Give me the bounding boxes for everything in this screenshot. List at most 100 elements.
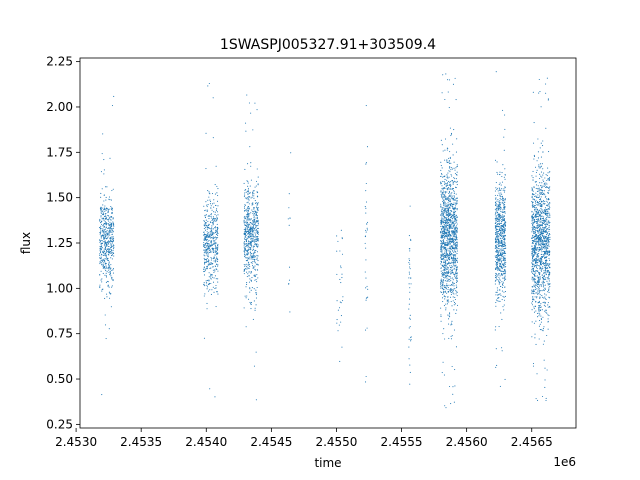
- data-point: [212, 281, 215, 283]
- data-point: [108, 227, 110, 229]
- data-point: [537, 292, 539, 295]
- data-point: [542, 281, 545, 283]
- data-point: [440, 225, 442, 227]
- data-point: [540, 237, 542, 240]
- data-point: [544, 284, 546, 286]
- data-point: [105, 276, 107, 278]
- data-point: [501, 318, 503, 320]
- data-point: [245, 245, 247, 247]
- data-point: [499, 194, 501, 196]
- data-point: [543, 182, 545, 184]
- data-point: [502, 273, 504, 275]
- data-point: [543, 243, 545, 245]
- data-point: [104, 324, 107, 326]
- data-point: [207, 85, 209, 87]
- data-point: [534, 253, 537, 255]
- data-point: [496, 265, 498, 267]
- data-point: [546, 236, 548, 239]
- data-point: [536, 316, 539, 318]
- data-point: [533, 293, 535, 295]
- data-point: [444, 338, 446, 340]
- data-point: [252, 230, 254, 232]
- data-point: [532, 204, 534, 206]
- data-point: [254, 200, 256, 202]
- data-point: [453, 195, 455, 197]
- data-point: [542, 263, 544, 265]
- data-point: [444, 182, 446, 184]
- data-point: [209, 267, 211, 269]
- data-point: [499, 228, 501, 231]
- data-point: [109, 221, 111, 223]
- data-point: [455, 291, 458, 293]
- data-point: [102, 213, 104, 216]
- data-point: [452, 283, 454, 285]
- data-point: [251, 209, 253, 211]
- data-point: [214, 287, 216, 290]
- data-point: [204, 268, 206, 270]
- data-point: [215, 258, 217, 260]
- data-point: [540, 303, 542, 305]
- data-point: [255, 249, 257, 251]
- data-point: [252, 247, 254, 249]
- data-point: [442, 255, 444, 257]
- data-point: [454, 238, 456, 240]
- data-point: [445, 198, 447, 200]
- data-point: [112, 238, 115, 240]
- data-point: [501, 250, 503, 252]
- data-point: [548, 265, 550, 267]
- data-point: [447, 91, 449, 93]
- data-point: [496, 267, 498, 269]
- data-point: [456, 229, 458, 232]
- data-point: [544, 386, 546, 389]
- data-point: [501, 248, 503, 250]
- data-point: [249, 288, 251, 290]
- data-point: [100, 196, 102, 198]
- data-point: [446, 238, 448, 240]
- data-point: [450, 204, 452, 206]
- data-point: [206, 286, 208, 288]
- data-point: [541, 163, 543, 165]
- data-point: [212, 269, 214, 271]
- data-point: [451, 245, 453, 247]
- data-point: [100, 270, 102, 272]
- data-point: [452, 296, 454, 298]
- data-point: [503, 265, 505, 267]
- data-point: [540, 244, 542, 246]
- data-point: [548, 296, 550, 298]
- data-point: [501, 298, 503, 301]
- data-point: [257, 176, 259, 178]
- data-point: [499, 200, 501, 202]
- data-point: [111, 216, 113, 218]
- data-point: [441, 188, 443, 190]
- data-point: [538, 286, 540, 288]
- data-point: [501, 172, 503, 174]
- data-point: [531, 252, 533, 254]
- data-point: [243, 307, 245, 309]
- data-point: [246, 198, 248, 200]
- data-point: [110, 251, 112, 253]
- data-point: [543, 180, 545, 183]
- data-point: [440, 249, 442, 251]
- data-point: [502, 215, 504, 217]
- data-point: [441, 167, 443, 169]
- data-point: [440, 237, 442, 239]
- data-point: [442, 276, 445, 278]
- data-point: [451, 202, 453, 205]
- data-point: [497, 248, 499, 250]
- data-point: [365, 223, 368, 225]
- data-point: [243, 231, 245, 233]
- data-point: [248, 234, 250, 236]
- data-point: [365, 182, 367, 185]
- data-point: [249, 301, 251, 304]
- data-point: [540, 212, 542, 214]
- data-point: [448, 233, 450, 235]
- data-point: [213, 258, 215, 260]
- data-point: [535, 212, 537, 214]
- data-point: [531, 187, 533, 189]
- data-point: [538, 278, 540, 280]
- data-point: [539, 204, 541, 207]
- data-point: [246, 94, 248, 96]
- data-point: [455, 312, 457, 315]
- data-point: [539, 260, 541, 262]
- data-point: [456, 209, 458, 211]
